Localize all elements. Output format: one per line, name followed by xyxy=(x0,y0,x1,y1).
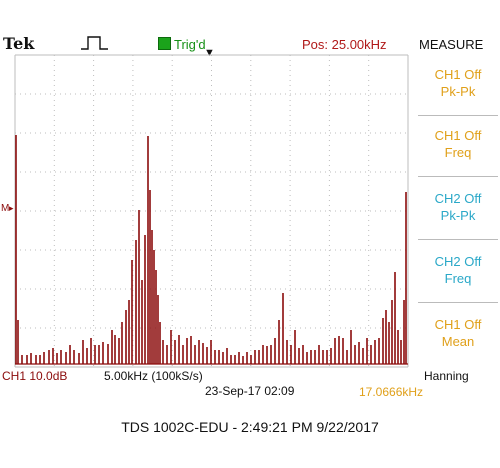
date-time: 23-Sep-17 02:09 xyxy=(205,384,295,398)
menu-title: MEASURE xyxy=(419,37,484,52)
menu-item-ch1-mean[interactable]: CH1 Off Mean xyxy=(418,316,498,366)
fft-trace xyxy=(15,135,408,365)
ch1-marker-arrow-icon: ▸ xyxy=(9,203,14,213)
menu-item-line1: CH2 Off xyxy=(434,254,482,269)
menu-item-line2: Mean xyxy=(441,334,475,349)
menu-divider xyxy=(418,302,498,303)
menu-item-ch2-freq[interactable]: CH2 Off Freq xyxy=(418,253,498,303)
trigger-position-arrow: ▼ xyxy=(204,47,215,59)
waveform-display xyxy=(14,54,409,368)
menu-item-line1: CH2 Off xyxy=(434,191,482,206)
graticule-grid xyxy=(14,54,409,368)
brand-logo: Tek xyxy=(3,34,35,53)
menu-divider xyxy=(418,176,498,177)
trigger-status: Trig'd xyxy=(174,37,206,52)
menu-item-line1: CH1 Off xyxy=(434,317,482,332)
menu-item-line2: Pk-Pk xyxy=(440,208,476,223)
channel-scale: CH1 10.0dB xyxy=(2,369,68,383)
menu-item-line2: Pk-Pk xyxy=(440,84,476,99)
menu-item-ch1-freq[interactable]: CH1 Off Freq xyxy=(418,127,498,177)
trigger-pulse-icon xyxy=(81,36,108,50)
trigger-state-icon xyxy=(158,37,171,50)
ch1-level-marker: M xyxy=(1,203,10,214)
capture-caption: TDS 1002C-EDU - 2:49:21 PM 9/22/2017 xyxy=(121,419,379,435)
menu-divider xyxy=(418,115,498,116)
oscilloscope-screen: Tek Trig'd ▼ Pos: 25.00kHz MEASURE M ▸ C… xyxy=(1,34,498,399)
menu-item-line2: Freq xyxy=(444,271,472,286)
window-type: Hanning xyxy=(424,369,469,383)
timebase: 5.00kHz (100kS/s) xyxy=(104,369,203,383)
menu-item-line1: CH1 Off xyxy=(434,67,482,82)
frequency-readout: 17.0666kHz xyxy=(359,385,424,399)
menu-item-line1: CH1 Off xyxy=(434,128,482,143)
horizontal-position: Pos: 25.00kHz xyxy=(302,37,387,52)
menu-divider xyxy=(418,239,498,240)
menu-item-line2: Freq xyxy=(444,145,472,160)
menu-item-ch2-pkpk[interactable]: CH2 Off Pk-Pk xyxy=(418,190,498,240)
menu-item-ch1-pkpk[interactable]: CH1 Off Pk-Pk xyxy=(418,66,498,116)
